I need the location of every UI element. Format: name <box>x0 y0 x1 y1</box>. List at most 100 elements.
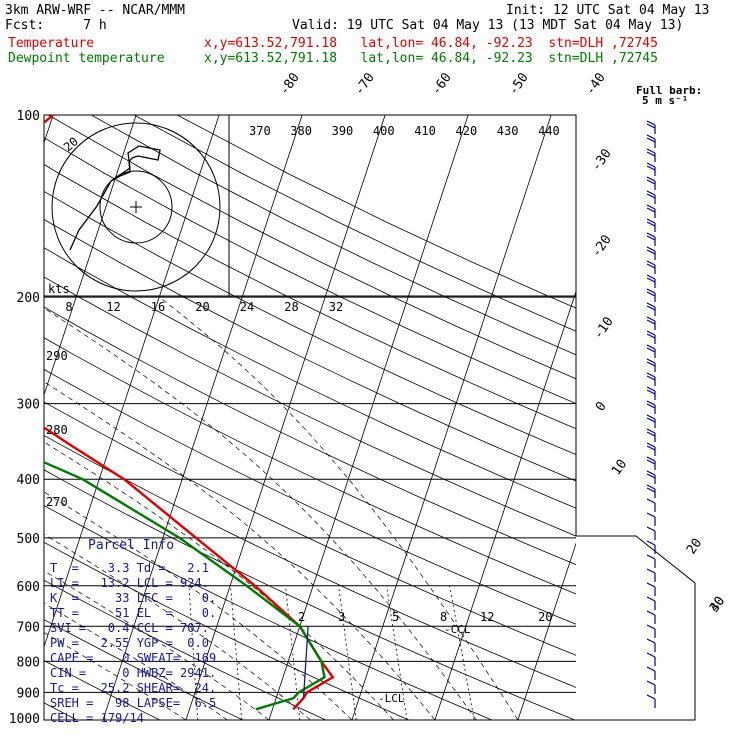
wind-barb <box>646 624 656 638</box>
wind-barb <box>646 666 656 680</box>
theta-label: 440 <box>538 124 560 138</box>
barb-tick <box>646 540 656 546</box>
barb-tick <box>646 372 656 378</box>
barb-tick <box>646 333 656 339</box>
dry-adiabat <box>44 337 576 595</box>
isotherm-line <box>684 115 740 720</box>
isotherm-label: 20 <box>684 536 705 557</box>
pressure-tick-label: 300 <box>17 398 40 413</box>
wind-barb <box>646 512 656 526</box>
barb-tick <box>646 442 656 448</box>
barb-tick <box>646 305 656 311</box>
barb-tick <box>646 680 656 686</box>
mixing-ratio-label: 5 <box>392 610 399 624</box>
barb-tick <box>646 277 656 283</box>
parcel-path <box>302 626 309 699</box>
wind-barb <box>646 372 656 386</box>
parcel-row: K = 33 LFC = 0. <box>50 591 217 605</box>
theta-label: 290 <box>46 349 68 363</box>
barb-tick <box>646 610 656 616</box>
dry-adiabat <box>44 434 576 688</box>
theta-label: 280 <box>46 423 68 437</box>
parcel-row: CELL = 179/14 <box>50 711 144 725</box>
barb-tick <box>646 190 656 196</box>
hodograph-trace <box>69 145 161 251</box>
parcel-row: LI = 13.2 LCL = 924. <box>50 576 209 590</box>
hodo-speed-label: 24 <box>240 300 254 314</box>
isotherms <box>44 115 740 720</box>
parcel-row: SREH = 98 LAPSE= 6.5 <box>50 696 217 710</box>
hodo-speed-label: 20 <box>195 300 209 314</box>
legend-dewpoint: Dewpoint temperature <box>8 51 165 66</box>
wind-barb <box>646 176 656 190</box>
barb-tick <box>646 347 656 353</box>
model-title: 3km ARW-WRF -- NCAR/MMM <box>5 3 186 18</box>
isotherm-label: 10 <box>609 457 630 478</box>
wind-barb <box>646 526 656 540</box>
wind-barb <box>646 554 656 568</box>
isotherm-line <box>351 115 552 720</box>
temperature-line <box>44 115 335 711</box>
isotherm-label: 0 <box>593 399 610 414</box>
wind-barb <box>646 120 656 134</box>
hodo-ring-label: 20 <box>61 134 81 154</box>
parcel-row: SVI = 0.4 CCL = 707. <box>50 621 209 635</box>
barb-tick <box>646 484 656 490</box>
barb-tick <box>646 260 656 266</box>
parcel-row: CIN = 0 HWBZ= 2941. <box>50 666 217 680</box>
barb-tick <box>646 218 656 224</box>
init-time: Init: 12 UTC Sat 04 May 13 <box>506 3 710 18</box>
pressure-tick-label: 1000 <box>9 712 40 727</box>
dry-adiabat <box>44 469 575 720</box>
pressure-tick-label: 600 <box>17 580 40 595</box>
barb-tick <box>646 361 656 367</box>
barb-tick <box>646 694 656 700</box>
dry-adiabat <box>44 218 576 482</box>
mixing-ratio-line <box>338 585 357 720</box>
moist-adiabat <box>44 307 477 720</box>
barb-tick <box>646 288 656 294</box>
wind-barb <box>646 218 656 232</box>
pressure-tick-label: 400 <box>17 473 40 488</box>
dry-adiabats <box>44 115 576 720</box>
isotherm-line <box>102 115 303 720</box>
theta-label: 390 <box>332 124 354 138</box>
theta-label: 410 <box>414 124 436 138</box>
hodo-speed-label: 8 <box>65 300 72 314</box>
isotherm-line <box>517 542 576 720</box>
barb-tick <box>646 274 656 280</box>
wind-barb <box>646 414 656 428</box>
wind-barb <box>646 596 656 610</box>
barb-tick <box>646 554 656 560</box>
wind-barb <box>646 232 656 246</box>
barb-tick <box>646 123 656 129</box>
barb-tick <box>646 134 656 140</box>
dewpoint-line <box>44 460 326 711</box>
barb-tick <box>646 246 656 252</box>
pressure-tick-label: 500 <box>17 532 40 547</box>
isotherm-line <box>434 290 576 720</box>
wind-barb <box>646 386 656 400</box>
wind-barbs: Full barb:5 m s⁻¹ <box>636 84 702 708</box>
dry-adiabat <box>44 660 160 720</box>
barb-tick <box>646 316 656 322</box>
barb-tick <box>646 319 656 325</box>
theta-label: 420 <box>456 124 478 138</box>
barb-tick <box>646 137 656 143</box>
mixing-ratio-label: 8 <box>440 610 447 624</box>
forecast-hour: Fcst: 7 h <box>5 18 107 33</box>
wind-barb <box>646 162 656 176</box>
barb-tick <box>646 666 656 672</box>
hodograph: 20 kts 8 12 16 20 24 28 32 <box>44 115 576 314</box>
barb-tick <box>646 232 656 238</box>
dry-adiabat <box>44 579 326 720</box>
barb-tick <box>646 344 656 350</box>
wind-barb <box>646 246 656 260</box>
barb-tick <box>646 624 656 630</box>
barb-tick <box>646 638 656 644</box>
barb-tick <box>646 207 656 213</box>
isotherm-line <box>601 115 740 720</box>
parcel-row: T = 3.3 Td = 2.1 <box>50 561 209 575</box>
barb-tick <box>646 249 656 255</box>
mixing-ratio-line <box>449 585 475 720</box>
